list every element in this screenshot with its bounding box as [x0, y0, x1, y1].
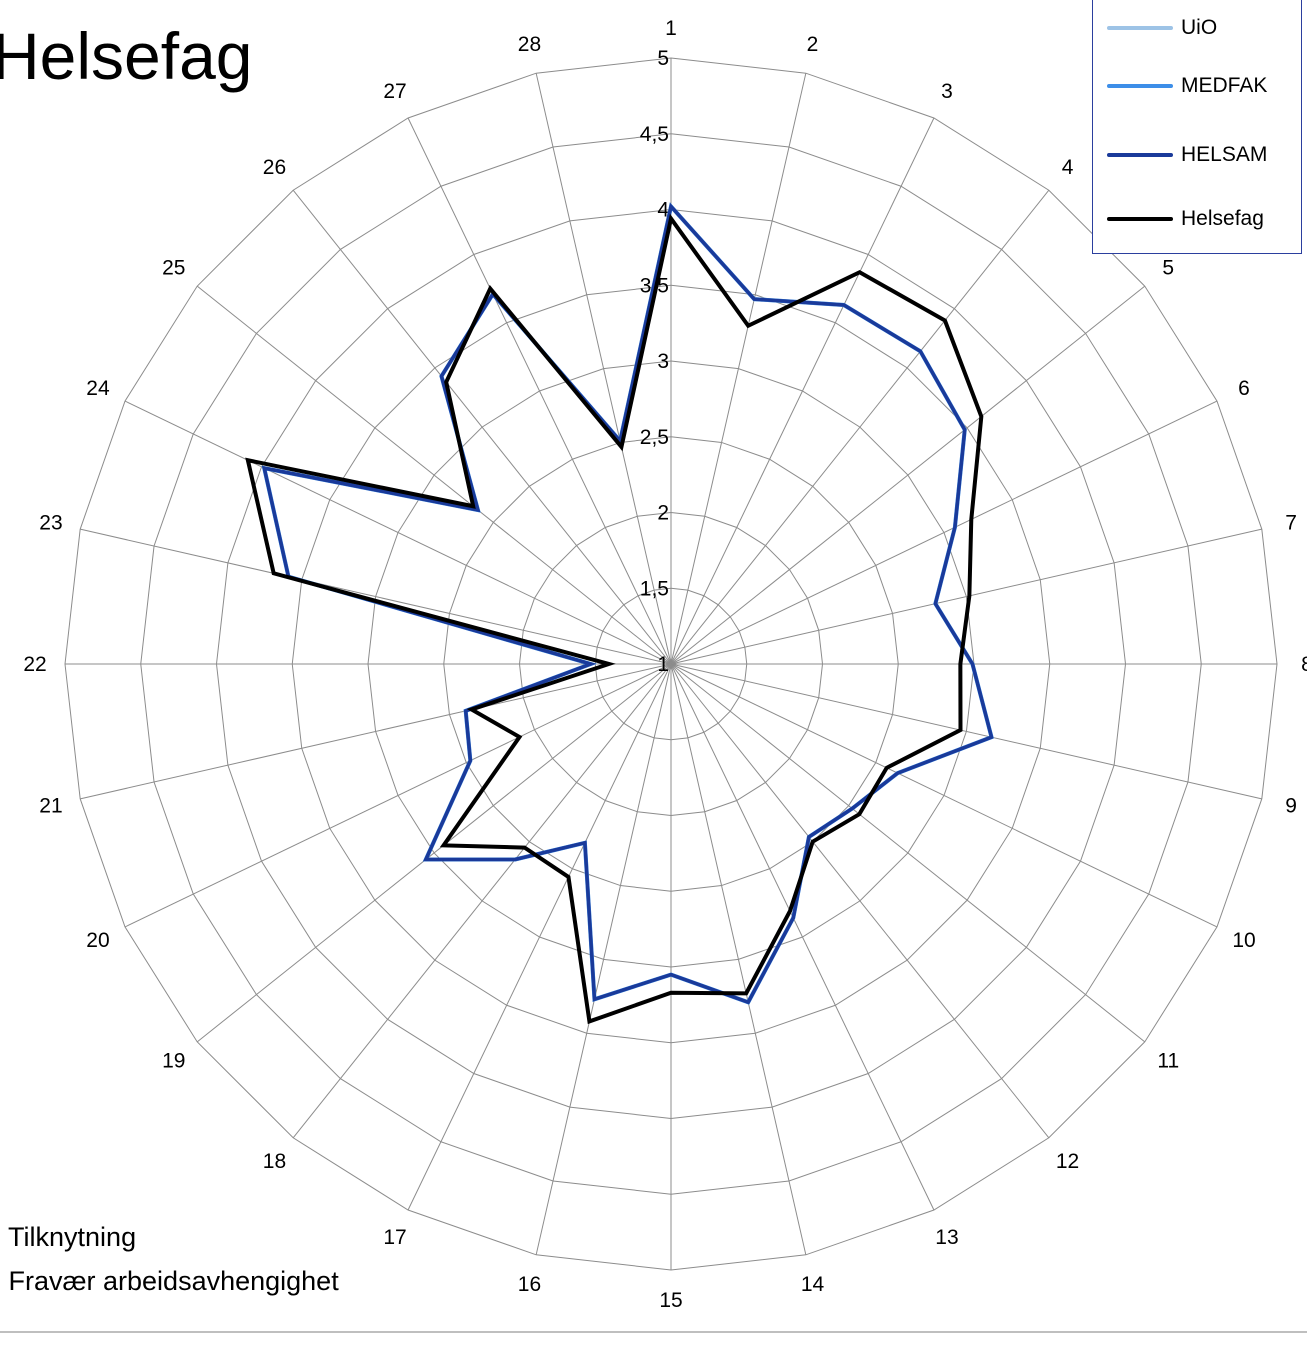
category-label: 9 — [1285, 795, 1297, 818]
grid-spoke — [670, 189, 1050, 665]
category-label: 15 — [659, 1289, 682, 1312]
category-label: 2 — [807, 33, 819, 56]
radial-tick-label: 5 — [657, 47, 669, 70]
legend-item-medfak: MEDFAK — [1107, 71, 1267, 101]
category-label: 16 — [518, 1273, 541, 1296]
grid-spoke — [292, 189, 672, 665]
category-label: 19 — [162, 1050, 185, 1073]
legend-swatch-helsam — [1107, 153, 1173, 157]
legend-item-helsefag: Helsefag — [1107, 204, 1264, 234]
bottom-divider — [0, 1331, 1307, 1333]
footnote-7: 7 Tilknytning — [0, 1222, 137, 1252]
category-label: 8 — [1301, 653, 1307, 676]
radial-tick-label: 1,5 — [640, 577, 669, 600]
series-line-uio — [261, 202, 994, 1005]
category-label: 5 — [1162, 256, 1174, 279]
legend-label-medfak: MEDFAK — [1181, 74, 1268, 97]
grid-spoke — [670, 663, 807, 1255]
category-label: 12 — [1056, 1150, 1079, 1173]
category-label: 3 — [941, 80, 953, 103]
series-line-medfak — [261, 202, 994, 1005]
category-label: 7 — [1285, 511, 1297, 534]
category-label: 22 — [23, 653, 46, 676]
grid-spoke — [124, 663, 672, 928]
footnote-8: 8 Fravær arbeidsavhengighet — [0, 1266, 339, 1296]
category-label: 26 — [263, 156, 286, 179]
radial-tick-label: 1 — [657, 653, 669, 676]
legend-swatch-uio — [1107, 26, 1173, 30]
grid-spoke — [670, 663, 1262, 800]
legend-label-uio: UiO — [1181, 16, 1218, 39]
grid-spoke — [670, 285, 1146, 665]
category-label: 13 — [935, 1226, 958, 1249]
legend-swatch-medfak — [1107, 84, 1173, 88]
category-label: 4 — [1062, 156, 1074, 179]
grid-spoke — [80, 528, 672, 665]
grid-spoke — [670, 663, 935, 1211]
radial-tick-label: 3 — [657, 350, 669, 373]
category-label: 23 — [39, 511, 62, 534]
grid-spoke — [670, 400, 1218, 665]
grid-spoke — [535, 73, 672, 665]
grid-spoke — [196, 663, 672, 1043]
radial-tick-label: 2,5 — [640, 426, 669, 449]
grid-spoke — [670, 663, 1146, 1043]
radial-tick-label: 4 — [657, 199, 669, 222]
category-label: 17 — [383, 1226, 406, 1249]
legend-label-helsam: HELSAM — [1181, 143, 1268, 166]
grid-spoke — [124, 400, 672, 665]
category-label: 18 — [263, 1150, 286, 1173]
category-label: 20 — [86, 929, 109, 952]
category-label: 1 — [665, 17, 677, 40]
grid-spoke — [407, 663, 672, 1211]
category-label: 27 — [383, 80, 406, 103]
grid-spoke — [670, 528, 1262, 665]
grid-spoke — [670, 663, 1050, 1139]
radial-tick-label: 2 — [657, 502, 669, 525]
category-label: 21 — [39, 795, 62, 818]
category-label: 14 — [801, 1273, 825, 1296]
category-label: 24 — [86, 377, 110, 400]
category-label: 6 — [1238, 377, 1250, 400]
grid-spoke — [670, 663, 1218, 928]
grid-spoke — [292, 663, 672, 1139]
series-line-helsam — [261, 202, 994, 1005]
legend: UiO MEDFAK HELSAM Helsefag — [1092, 0, 1302, 254]
legend-item-helsam: HELSAM — [1107, 140, 1267, 170]
category-label: 11 — [1157, 1050, 1179, 1073]
legend-swatch-helsefag — [1107, 217, 1173, 221]
category-label: 28 — [518, 33, 541, 56]
category-label: 10 — [1232, 929, 1255, 952]
radial-tick-label: 4,5 — [640, 123, 669, 146]
grid-spoke — [407, 117, 672, 665]
grid-spoke — [670, 117, 935, 665]
grid-spoke — [196, 285, 672, 665]
grid-spoke — [670, 73, 807, 665]
category-label: 25 — [162, 256, 185, 279]
grid-spoke — [535, 663, 672, 1255]
legend-label-helsefag: Helsefag — [1181, 207, 1264, 230]
grid-spoke — [80, 663, 672, 800]
page-title: Helsefag — [0, 19, 253, 93]
series-line-helsefag — [245, 213, 984, 1025]
legend-item-uio: UiO — [1107, 13, 1217, 43]
